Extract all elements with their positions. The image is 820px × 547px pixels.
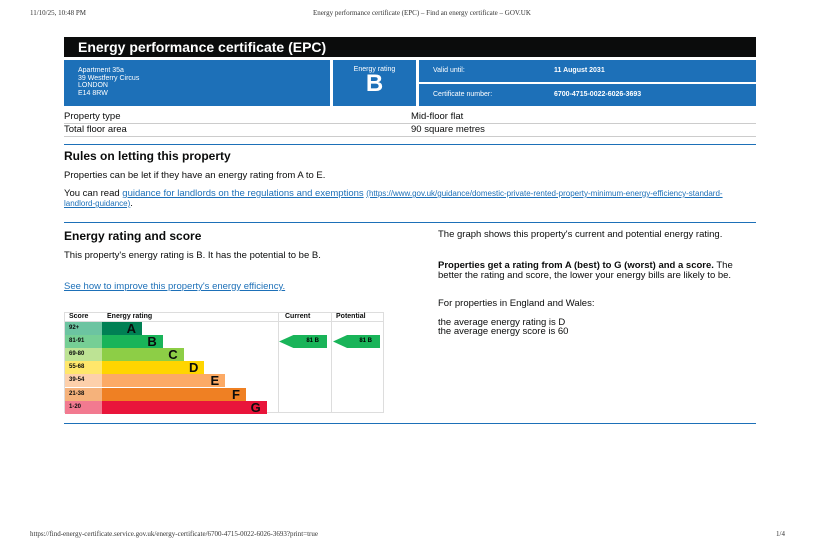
floor-area-row: Total floor area 90 square metres — [64, 124, 756, 137]
valid-until: Valid until: 11 August 2031 — [419, 60, 756, 82]
band-g: G — [102, 400, 267, 414]
divider — [64, 222, 756, 223]
print-url: https://find-energy-certificate.service.… — [30, 530, 318, 538]
header-current: Current — [285, 313, 311, 320]
header-score: Score — [69, 313, 89, 320]
page-title: Energy performance certificate (EPC) — [64, 37, 756, 57]
bold-text: Properties get a rating from A (best) to… — [438, 260, 714, 271]
current-rating-arrow: 81 B — [279, 335, 327, 348]
band-score: 1-20 — [65, 400, 102, 414]
text: The better the rating and score, the low… — [438, 260, 733, 281]
band-score: 55-68 — [65, 361, 102, 375]
band-f: F — [102, 387, 246, 401]
address-box: Apartment 35a 39 Westferry Circus LONDON… — [64, 60, 330, 106]
guidance-link[interactable]: guidance for landlords on the regulation… — [122, 188, 364, 199]
band-score: 92+ — [65, 322, 102, 335]
address-line: E14 8RW — [78, 89, 108, 97]
score-heading: Energy rating and score — [64, 229, 202, 243]
print-datetime: 11/10/25, 10:48 PM — [30, 9, 86, 17]
energy-rating-graph: Score Energy rating Current Potential 92… — [64, 312, 384, 414]
band-score: 39-54 — [65, 374, 102, 388]
band-score: 21-38 — [65, 387, 102, 401]
improve-link[interactable]: See how to improve this property's energ… — [64, 281, 286, 292]
energy-rating-label: Energy rating — [353, 66, 396, 73]
divider — [64, 423, 756, 424]
band-score: 81-91 — [65, 335, 102, 349]
england-wales: For properties in England and Wales: — [438, 298, 595, 309]
header-potential: Potential — [336, 313, 366, 320]
band-c: C — [102, 348, 184, 362]
energy-rating-box: Energy rating B — [333, 60, 416, 106]
rules-text: Properties can be let if they have an en… — [64, 170, 326, 181]
address-line: 39 Westferry Circus — [78, 74, 140, 82]
row-label: Total floor area — [64, 124, 127, 135]
row-label: Property type — [64, 111, 121, 122]
guidance-url[interactable]: (https://www.gov.uk/guidance/domestic-pr… — [64, 189, 723, 208]
certificate-number: Certificate number: 6700-4715-0022-6026-3… — [419, 84, 756, 106]
band-score: 69-80 — [65, 348, 102, 362]
average-score: the average energy score is 60 — [438, 326, 569, 337]
average-rating: the average energy rating is D — [438, 317, 566, 328]
band-a: A — [102, 322, 142, 335]
certificate-number-label: Certificate number: — [433, 91, 493, 98]
text: You can read — [64, 188, 123, 199]
band-b: B — [102, 335, 163, 349]
rules-heading: Rules on letting this property — [64, 149, 231, 163]
address-line: Apartment 35a — [78, 67, 124, 74]
print-page: 1/4 — [776, 530, 785, 538]
address-line: LONDON — [78, 82, 108, 89]
valid-until-label: Valid until: — [433, 67, 465, 74]
header-rating: Energy rating — [107, 313, 153, 320]
score-text: This property's energy rating is B. It h… — [64, 250, 321, 261]
potential-rating-arrow: 81 B — [333, 335, 380, 348]
energy-rating-value: B — [365, 70, 384, 97]
valid-until-value: 11 August 2031 — [554, 67, 605, 74]
print-title: Energy performance certificate (EPC) – F… — [313, 9, 531, 17]
rules-guidance: You can read guidance for landlords on t… — [64, 189, 724, 209]
band-d: D — [102, 361, 205, 375]
graph-explanation: The graph shows this property's current … — [438, 229, 723, 240]
row-value: 90 square metres — [411, 124, 485, 135]
text: . — [130, 198, 133, 209]
rating-explanation: Properties get a rating from A (best) to… — [438, 261, 738, 281]
certificate-number-value: 6700-4715-0022-6026-3693 — [554, 91, 642, 98]
divider — [64, 144, 756, 145]
band-e: E — [102, 374, 226, 388]
property-type-row: Property type Mid-floor flat — [64, 111, 756, 124]
row-value: Mid-floor flat — [411, 111, 464, 122]
